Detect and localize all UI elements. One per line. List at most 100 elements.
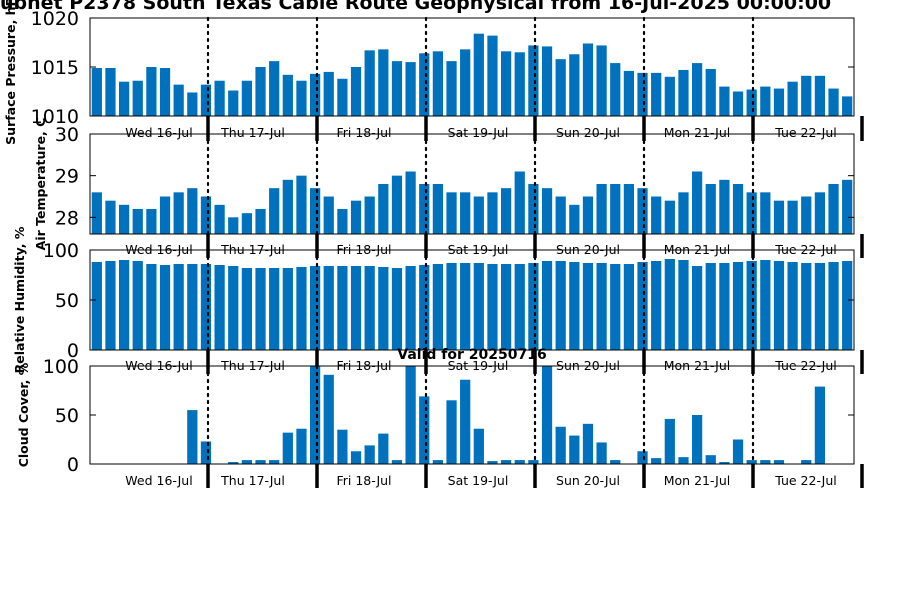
bar bbox=[514, 264, 525, 350]
bar bbox=[582, 196, 594, 234]
y-axis-label: Cloud Cover, % bbox=[16, 362, 31, 467]
bar bbox=[514, 52, 525, 116]
bar bbox=[773, 261, 785, 350]
bar bbox=[337, 429, 348, 464]
panel-1: 1010 1015 1020 Surface Pressure, hPa Wed 16-… bbox=[3, 0, 864, 145]
bar bbox=[200, 264, 212, 350]
y-tick-label: 100 bbox=[43, 356, 79, 378]
bar bbox=[255, 268, 266, 350]
bar bbox=[241, 268, 253, 350]
bar bbox=[814, 386, 826, 464]
bar bbox=[228, 266, 239, 350]
y-axis-label: Relative Humidity, % bbox=[12, 226, 27, 373]
day-label: Sat 19-Jul bbox=[448, 473, 509, 488]
bar bbox=[91, 67, 102, 116]
bar bbox=[760, 192, 771, 234]
bar bbox=[241, 80, 253, 116]
bar bbox=[214, 80, 225, 116]
bar bbox=[405, 266, 416, 350]
bar bbox=[746, 261, 757, 350]
bar bbox=[419, 396, 430, 464]
bar bbox=[719, 263, 730, 350]
bar bbox=[787, 200, 798, 234]
bar bbox=[746, 192, 757, 234]
bar bbox=[296, 80, 307, 116]
day-label: Wed 16-Jul bbox=[125, 125, 192, 140]
bar bbox=[391, 268, 403, 350]
bar bbox=[282, 179, 293, 234]
bar bbox=[664, 76, 675, 116]
bar bbox=[814, 192, 826, 234]
bar bbox=[691, 415, 703, 464]
bar bbox=[187, 188, 198, 234]
bar bbox=[460, 49, 471, 116]
bar bbox=[541, 188, 553, 234]
bar bbox=[269, 61, 280, 116]
bar bbox=[446, 61, 457, 116]
bar bbox=[132, 261, 143, 350]
bar bbox=[200, 84, 212, 116]
bar bbox=[214, 265, 225, 350]
bar bbox=[269, 188, 280, 234]
bar bbox=[432, 184, 444, 234]
y-tick-label: 50 bbox=[55, 290, 79, 312]
bar bbox=[364, 266, 375, 350]
bar bbox=[296, 267, 307, 350]
bar bbox=[105, 67, 116, 116]
y-tick-label: 29 bbox=[55, 166, 79, 188]
bar bbox=[187, 410, 198, 464]
bar bbox=[487, 192, 498, 234]
y-tick-label: 0 bbox=[67, 454, 79, 476]
y-tick-label: 50 bbox=[55, 405, 79, 427]
day-label: Mon 21-Jul bbox=[664, 125, 731, 140]
day-label: Fri 18-Jul bbox=[336, 473, 391, 488]
bar bbox=[214, 204, 225, 234]
bar bbox=[801, 263, 812, 350]
bar bbox=[801, 196, 812, 234]
bar bbox=[637, 262, 648, 350]
bar bbox=[296, 175, 307, 234]
bar bbox=[187, 92, 198, 116]
bar bbox=[323, 266, 334, 350]
bar bbox=[746, 89, 757, 116]
bar bbox=[200, 196, 212, 234]
bar bbox=[842, 96, 853, 116]
bar bbox=[596, 442, 607, 464]
bar bbox=[105, 261, 116, 350]
bar bbox=[419, 265, 430, 350]
bar bbox=[705, 263, 716, 350]
bar bbox=[732, 262, 744, 350]
bar bbox=[760, 460, 771, 464]
bar bbox=[760, 86, 771, 116]
bar bbox=[828, 88, 839, 116]
bar bbox=[787, 262, 798, 350]
y-tick-label: 1015 bbox=[31, 57, 79, 79]
bar bbox=[91, 262, 102, 350]
bar bbox=[555, 196, 566, 234]
bar bbox=[555, 261, 566, 350]
bar bbox=[159, 67, 171, 116]
bar bbox=[446, 400, 457, 464]
day-label: Sun 20-Jul bbox=[556, 473, 620, 488]
bar bbox=[760, 260, 771, 350]
day-label: Wed 16-Jul bbox=[125, 473, 192, 488]
bar bbox=[842, 261, 853, 350]
bar bbox=[773, 200, 785, 234]
bar bbox=[255, 460, 266, 464]
bar bbox=[610, 184, 621, 234]
bar bbox=[732, 184, 744, 234]
bar bbox=[269, 268, 280, 350]
bar bbox=[555, 426, 566, 464]
bar bbox=[596, 45, 607, 116]
bar bbox=[132, 209, 143, 234]
bar bbox=[773, 460, 785, 464]
bar bbox=[282, 268, 293, 350]
bar bbox=[309, 188, 321, 234]
bar bbox=[241, 213, 253, 234]
bar bbox=[391, 61, 403, 116]
bar bbox=[309, 266, 321, 350]
bar bbox=[173, 264, 184, 350]
bar bbox=[651, 72, 662, 116]
bar bbox=[323, 196, 334, 234]
